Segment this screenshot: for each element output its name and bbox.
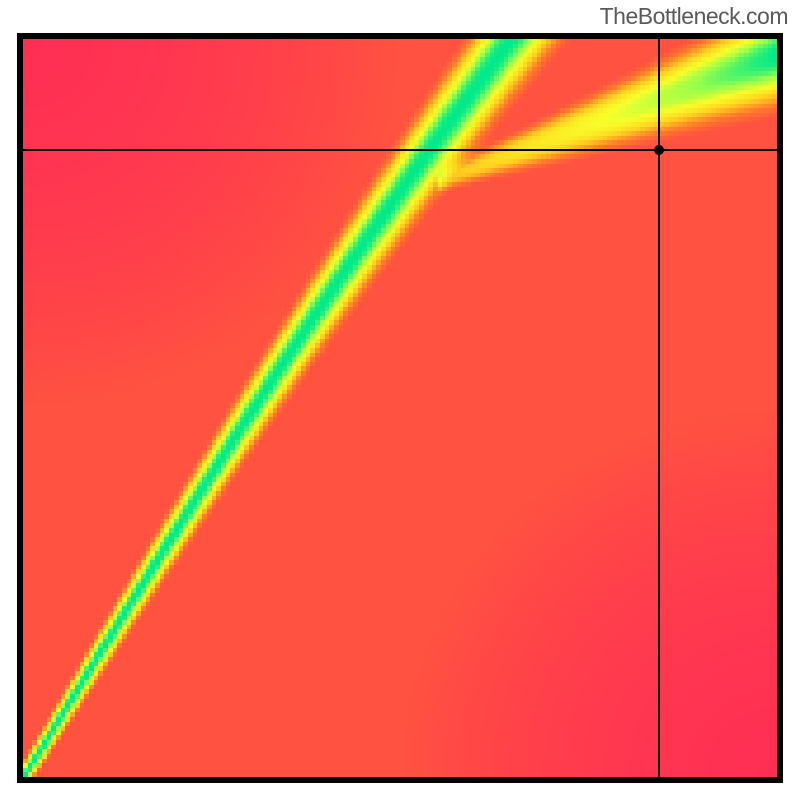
heatmap-canvas — [17, 33, 783, 783]
bottleneck-heatmap-plot — [17, 33, 783, 783]
crosshair-marker — [654, 145, 664, 155]
crosshair-horizontal — [23, 149, 777, 151]
attribution-text: TheBottleneck.com — [600, 3, 788, 30]
